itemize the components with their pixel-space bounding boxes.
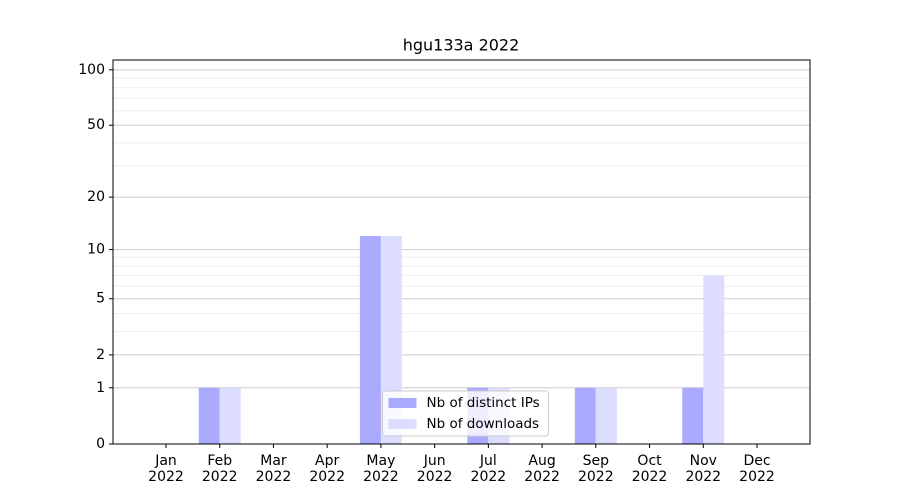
x-tick-label: Oct 2022 xyxy=(631,453,668,485)
x-tick-label: Feb 2022 xyxy=(201,453,238,485)
x-tick-label: Nov 2022 xyxy=(685,453,722,485)
legend-box xyxy=(382,390,549,437)
y-tick-label: 100 xyxy=(78,62,105,78)
y-tick-label: 50 xyxy=(87,117,105,133)
y-tick-label: 10 xyxy=(87,242,105,258)
bar xyxy=(595,387,617,444)
chart-title: hgu133a 2022 xyxy=(403,36,520,55)
plot-frame xyxy=(112,59,811,445)
x-tick-label: Apr 2022 xyxy=(309,453,345,485)
bar xyxy=(703,275,725,444)
y-tick-label: 20 xyxy=(87,189,105,205)
x-tick-label: Sep 2022 xyxy=(577,453,614,485)
bar xyxy=(682,387,704,444)
legend-label: Nb of downloads xyxy=(427,416,540,432)
x-tick-label: Aug 2022 xyxy=(524,453,560,485)
y-tick-label: 2 xyxy=(96,347,105,363)
x-tick-label: Jan 2022 xyxy=(148,453,184,485)
x-tick-label: Jun 2022 xyxy=(416,453,453,485)
x-tick-label: May 2022 xyxy=(363,453,399,485)
x-tick-label: Jul 2022 xyxy=(470,453,507,485)
y-tick-label: 1 xyxy=(96,380,105,396)
bar xyxy=(198,387,220,444)
legend-swatch xyxy=(388,419,417,429)
bar xyxy=(219,387,241,444)
bar xyxy=(574,387,596,444)
legend-label: Nb of distinct IPs xyxy=(427,395,540,411)
x-tick-label: Dec 2022 xyxy=(739,453,775,485)
x-tick-label: Mar 2022 xyxy=(255,453,292,485)
legend-swatch xyxy=(388,398,417,408)
y-tick-label: 0 xyxy=(96,436,105,452)
bar xyxy=(359,236,381,444)
y-tick-label: 5 xyxy=(96,291,105,307)
